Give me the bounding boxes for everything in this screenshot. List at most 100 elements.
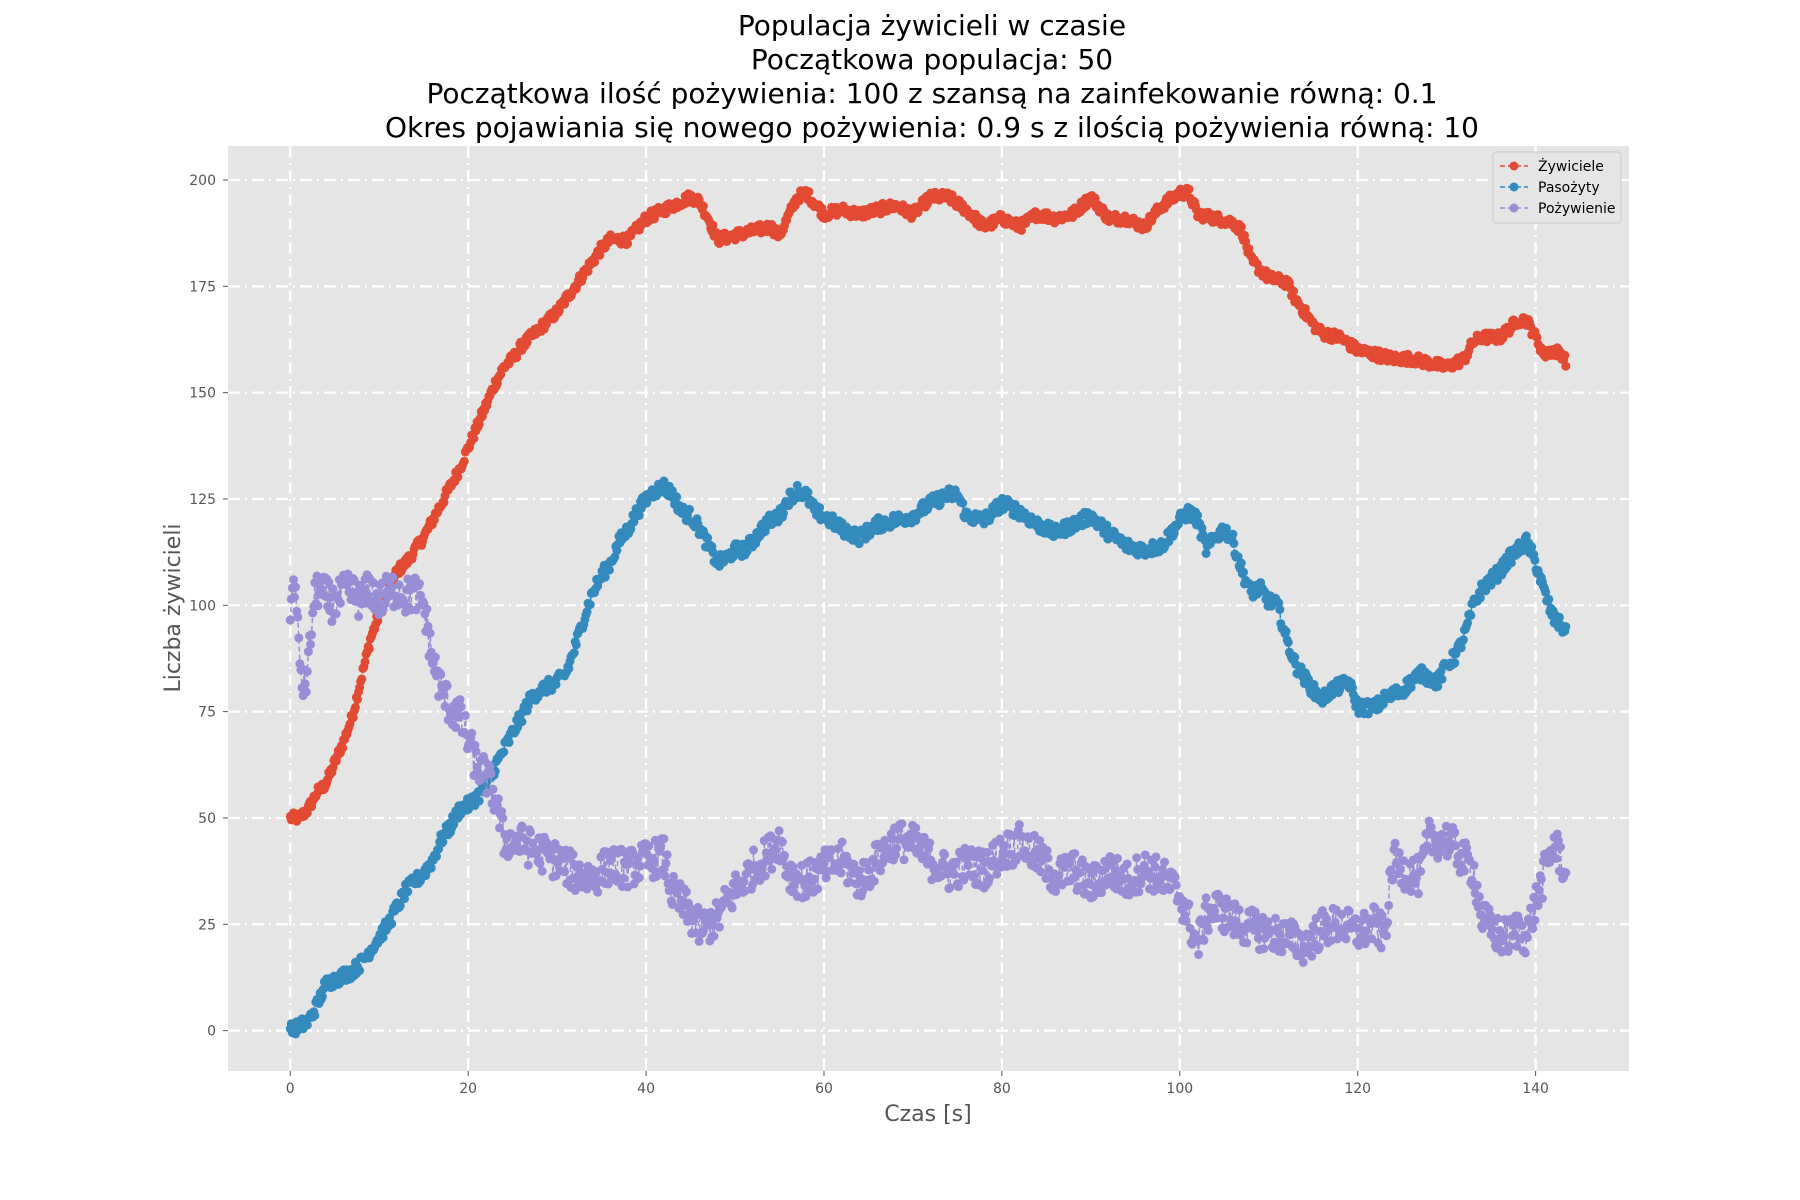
point-pasozyty-87 bbox=[378, 933, 388, 943]
point-pasozyty-23 bbox=[310, 1011, 320, 1020]
point-pozywienie-542 bbox=[864, 865, 874, 875]
legend-label-zywiciele: Żywiciele bbox=[1538, 157, 1604, 175]
point-pozywienie-1057 bbox=[1414, 889, 1423, 899]
point-pozywienie-15 bbox=[301, 687, 311, 697]
point-pozywienie-347 bbox=[656, 841, 666, 851]
point-pozywienie-568 bbox=[892, 843, 902, 853]
x-tick-label-120: 120 bbox=[1344, 1081, 1371, 1097]
point-pozywienie-64 bbox=[354, 612, 364, 621]
point-pasozyty-30 bbox=[317, 992, 327, 1002]
point-pozywienie-594 bbox=[919, 832, 929, 842]
point-pozywienie-793 bbox=[1132, 853, 1142, 863]
point-zywiciele-63 bbox=[353, 695, 362, 704]
point-pozywienie-16 bbox=[302, 666, 312, 676]
point-pozywienie-461 bbox=[777, 837, 787, 847]
point-zywiciele-157 bbox=[453, 472, 463, 482]
point-pozywienie-1100 bbox=[1459, 866, 1469, 876]
point-pozywienie-985 bbox=[1337, 909, 1347, 919]
point-pasozyty-374 bbox=[685, 504, 694, 514]
point-pozywienie-957 bbox=[1307, 951, 1317, 961]
point-pozywienie-471 bbox=[788, 862, 798, 872]
point-pozywienie-626 bbox=[954, 882, 963, 892]
point-pasozyty-1091 bbox=[1450, 658, 1460, 668]
point-pozywienie-703 bbox=[1036, 867, 1046, 877]
point-pozywienie-188 bbox=[486, 769, 496, 779]
point-pozywienie-668 bbox=[998, 848, 1008, 858]
point-pozywienie-1022 bbox=[1376, 943, 1386, 953]
point-pozywienie-1112 bbox=[1472, 880, 1482, 890]
point-pozywienie-655 bbox=[984, 873, 994, 883]
point-pozywienie-497 bbox=[816, 852, 826, 862]
point-pasozyty-65 bbox=[355, 966, 365, 976]
legend-marker-pozywienie bbox=[1509, 203, 1519, 213]
point-pozywienie-927 bbox=[1275, 930, 1285, 940]
series-pasozyty bbox=[285, 476, 1571, 1039]
point-pozywienie-811 bbox=[1151, 852, 1161, 862]
point-pozywienie-317 bbox=[624, 859, 634, 869]
point-pasozyty-268 bbox=[571, 640, 581, 650]
point-pozywienie-528 bbox=[849, 859, 859, 869]
x-tick-label-20: 20 bbox=[459, 1081, 477, 1097]
point-pasozyty-883 bbox=[1228, 529, 1238, 539]
point-pozywienie-1031 bbox=[1386, 865, 1396, 875]
point-zywiciele-16 bbox=[302, 808, 312, 818]
point-pasozyty-933 bbox=[1281, 627, 1291, 636]
point-pozywienie-128 bbox=[422, 604, 432, 614]
point-pasozyty-533 bbox=[854, 539, 864, 549]
point-pozywienie-96 bbox=[388, 572, 398, 582]
x-tick-label-80: 80 bbox=[993, 1081, 1011, 1097]
point-pasozyty-391 bbox=[703, 533, 713, 543]
point-pozywienie-20 bbox=[307, 630, 317, 640]
point-zywiciele-486 bbox=[804, 187, 814, 197]
point-pozywienie-500 bbox=[819, 859, 829, 869]
point-pozywienie-371 bbox=[681, 887, 691, 897]
point-pozywienie-190 bbox=[488, 784, 498, 794]
title-line-1: Populacja żywicieli w czasie bbox=[738, 9, 1126, 42]
point-pasozyty-288 bbox=[593, 581, 603, 591]
legend-item-zywiciele: Żywiciele bbox=[1500, 157, 1604, 175]
point-pozywienie-842 bbox=[1184, 899, 1194, 909]
point-pozywienie-368 bbox=[678, 909, 688, 919]
point-pozywienie-351 bbox=[660, 871, 670, 881]
point-pozywienie-971 bbox=[1322, 914, 1332, 924]
point-pozywienie-174 bbox=[471, 747, 481, 756]
point-pozywienie-467 bbox=[784, 870, 794, 879]
point-zywiciele-842 bbox=[1184, 184, 1194, 194]
point-pasozyty-177 bbox=[474, 796, 484, 806]
point-pozywienie-494 bbox=[813, 884, 823, 894]
legend-label-pozywienie: Pożywienie bbox=[1538, 201, 1615, 217]
legend-label-pasozyty: Pasożyty bbox=[1538, 180, 1600, 196]
point-pozywienie-199 bbox=[498, 813, 508, 823]
point-pozywienie-710 bbox=[1043, 853, 1053, 863]
point-zywiciele-387 bbox=[698, 201, 708, 211]
chart-title: Populacja żywicieli w czasie Początkowa … bbox=[385, 9, 1479, 144]
point-pasozyty-143 bbox=[438, 837, 448, 847]
point-pozywienie-231 bbox=[532, 845, 542, 855]
point-pozywienie-1131 bbox=[1493, 913, 1502, 923]
point-pozywienie-1029 bbox=[1384, 900, 1394, 910]
point-pozywienie-95 bbox=[387, 583, 397, 593]
point-pozywienie-1023 bbox=[1377, 911, 1387, 921]
y-tick-label-50: 50 bbox=[198, 811, 216, 827]
point-pasozyty-884 bbox=[1229, 539, 1239, 548]
point-pozywienie-992 bbox=[1344, 906, 1354, 916]
point-pozywienie-968 bbox=[1319, 931, 1328, 941]
legend: Żywiciele Pasożyty Pożywienie bbox=[1492, 151, 1622, 224]
point-pasozyty-765 bbox=[1102, 520, 1112, 530]
point-pasozyty-485 bbox=[803, 487, 813, 497]
point-pozywienie-819 bbox=[1160, 857, 1169, 867]
point-pozywienie-164 bbox=[460, 711, 470, 720]
point-pozywienie-160 bbox=[456, 702, 466, 712]
point-pasozyty-850 bbox=[1193, 510, 1203, 520]
point-pozywienie-599 bbox=[925, 838, 935, 848]
point-pozywienie-877 bbox=[1221, 894, 1231, 904]
point-pozywienie-1159 bbox=[1522, 933, 1532, 943]
point-pozywienie-425 bbox=[739, 877, 749, 887]
point-zywiciele-754 bbox=[1090, 193, 1100, 203]
point-pozywienie-1195 bbox=[1561, 868, 1571, 878]
point-pasozyty-1163 bbox=[1527, 542, 1537, 552]
point-pasozyty-103 bbox=[395, 901, 405, 911]
point-pozywienie-14 bbox=[300, 679, 310, 689]
point-pozywienie-257 bbox=[560, 867, 570, 877]
point-pozywienie-760 bbox=[1097, 888, 1106, 898]
